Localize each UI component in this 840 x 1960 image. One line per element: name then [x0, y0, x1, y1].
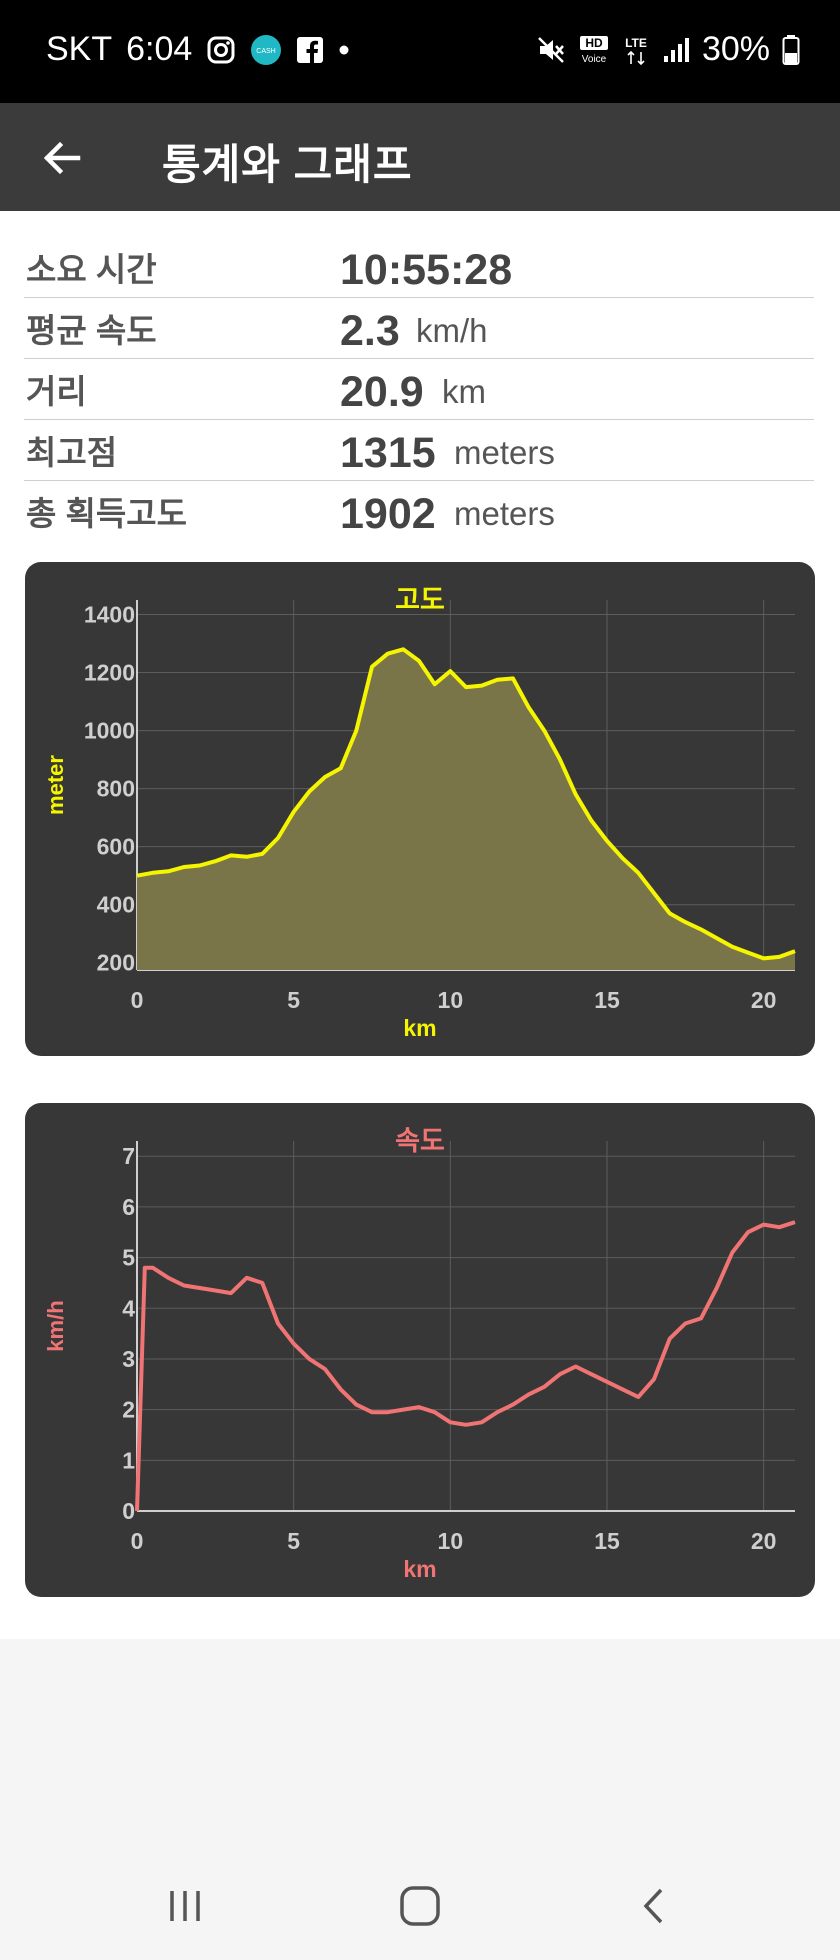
elevation-chart-card: 0 5 10 15 20 200 400 600 800 1000 1200 1400 고도 km mete…	[25, 562, 815, 1056]
dot-icon	[338, 44, 350, 56]
lte-label: LTE	[625, 36, 647, 50]
y-tick-label: 1200	[84, 660, 135, 686]
y-tick-label: 200	[97, 950, 135, 976]
stat-label: 거리	[26, 373, 87, 410]
speed-line	[135, 1220, 796, 1512]
carrier-label: SKT	[46, 30, 113, 68]
x-tick-label: 10	[438, 1528, 464, 1554]
stat-row-total-ascent: 총 획득고도 1902 meters	[24, 481, 814, 541]
voice-label: Voice	[582, 54, 607, 65]
stat-row-avg-speed: 평균 속도 2.3 km/h	[24, 298, 814, 359]
stat-value: 20.9	[340, 368, 424, 416]
y-tick-label: 1000	[84, 718, 135, 744]
home-icon[interactable]	[390, 1879, 450, 1933]
battery-percent: 30%	[701, 30, 770, 68]
stat-unit: km/h	[416, 312, 488, 349]
stat-row-highest-point: 최고점 1315 meters	[24, 420, 814, 481]
back-icon[interactable]	[625, 1879, 685, 1933]
stat-value: 10:55:28	[340, 246, 513, 294]
x-axis-label: km	[403, 1015, 436, 1041]
x-tick-label: 15	[594, 987, 620, 1013]
stat-row-duration: 소요 시간 10:55:28	[24, 237, 814, 298]
x-tick-label: 5	[287, 987, 300, 1013]
stats-content: 소요 시간 10:55:28 평균 속도 2.3 km/h 거리 20.9 km…	[0, 211, 840, 1639]
elevation-chart: 0 5 10 15 20 200 400 600 800 1000 1200 1400 고도 km mete…	[43, 585, 796, 1041]
instagram-icon	[206, 35, 236, 65]
x-tick-label: 20	[751, 1528, 777, 1554]
y-tick-label: 5	[122, 1245, 135, 1271]
cash-app-icon: CASH	[250, 34, 282, 66]
status-bar-left: SKT 6:04 CASH	[46, 30, 350, 69]
y-tick-label: 800	[97, 776, 135, 802]
stat-label: 소요 시간	[26, 251, 157, 288]
arrow-left-icon[interactable]	[38, 133, 88, 183]
signal-icon	[662, 36, 690, 64]
cash-label: CASH	[257, 48, 276, 55]
y-tick-label: 600	[97, 834, 135, 860]
mute-icon	[536, 35, 566, 65]
stat-value: 1315	[340, 429, 436, 477]
app-bar: 통계와 그래프	[0, 103, 840, 211]
lte-icon: LTE	[622, 34, 650, 66]
elevation-line	[136, 647, 796, 961]
x-tick-label: 20	[751, 987, 777, 1013]
stat-row-distance: 거리 20.9 km	[24, 359, 814, 420]
y-tick-label: 2	[122, 1397, 135, 1423]
stat-label: 최고점	[26, 434, 118, 471]
status-bar-right: HD Voice LTE 30%	[536, 30, 800, 69]
recents-icon[interactable]	[155, 1879, 215, 1933]
x-tick-label: 5	[287, 1528, 300, 1554]
y-tick-label: 1400	[84, 602, 135, 628]
stat-value: 2.3	[340, 307, 400, 355]
system-nav-bar	[0, 1851, 840, 1960]
y-tick-label: 400	[97, 892, 135, 918]
x-tick-label: 0	[131, 1528, 144, 1554]
y-tick-label: 3	[122, 1346, 135, 1372]
battery-icon	[782, 34, 800, 65]
y-axis-label: meter	[43, 755, 68, 815]
stat-unit: meters	[454, 495, 555, 532]
x-tick-label: 15	[594, 1528, 620, 1554]
y-tick-label: 7	[122, 1143, 135, 1169]
x-tick-label: 0	[131, 987, 144, 1013]
y-tick-label: 1	[122, 1447, 135, 1473]
hd-voice-icon: HD Voice	[578, 34, 610, 66]
speed-chart-card: 0 5 10 15 20 0 1 2 3 4 5 6 7 속도 km km/h	[25, 1103, 815, 1597]
hd-label: HD	[585, 36, 603, 50]
elevation-area	[137, 649, 795, 970]
y-tick-label: 6	[122, 1194, 135, 1220]
chart-title: 고도	[395, 585, 445, 615]
y-axis-label: km/h	[43, 1300, 68, 1351]
stat-value: 1902	[340, 490, 436, 538]
stat-unit: meters	[454, 434, 555, 471]
speed-chart: 0 5 10 15 20 0 1 2 3 4 5 6 7 속도 km km/h	[43, 1126, 796, 1582]
y-tick-label: 4	[122, 1295, 135, 1321]
stat-label: 총 획득고도	[26, 495, 187, 532]
y-tick-label: 0	[122, 1498, 135, 1524]
stat-label: 평균 속도	[26, 312, 157, 349]
status-bar: SKT 6:04 CASH HD Voice LTE 30%	[0, 0, 840, 103]
stat-unit: km	[442, 373, 486, 410]
clock-time: 6:04	[126, 30, 193, 68]
x-axis-label: km	[403, 1556, 436, 1582]
chart-title: 속도	[395, 1126, 445, 1156]
facebook-icon	[296, 36, 324, 64]
page-title: 통계와 그래프	[162, 141, 413, 188]
x-tick-label: 10	[438, 987, 464, 1013]
